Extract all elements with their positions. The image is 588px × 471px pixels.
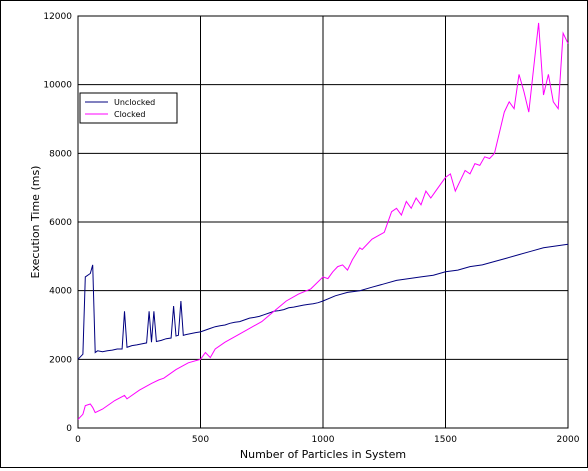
series-line-clocked — [77, 22, 569, 420]
y-tick-label: 0 — [66, 424, 72, 434]
series-lines — [77, 22, 569, 420]
y-tick-label: 2000 — [49, 355, 72, 365]
series-line-unclocked — [77, 243, 569, 360]
plot-area — [77, 15, 569, 429]
y-tick-label: 8000 — [49, 149, 72, 159]
x-tick-label: 0 — [75, 435, 81, 445]
legend-box — [79, 92, 178, 124]
y-tick-label: 6000 — [49, 218, 72, 228]
axis-ticks: 0 500 1000 1500 2000 0 2000 4000 6000 8000 10000 12… — [43, 12, 579, 445]
x-tick-label: 1500 — [434, 435, 457, 445]
legend-label: Clocked — [114, 110, 145, 119]
y-axis-label: Execution Time (ms) — [29, 166, 42, 279]
x-axis-label: Number of Particles in System — [240, 448, 406, 461]
y-tick-label: 10000 — [43, 81, 72, 91]
y-tick-label: 12000 — [43, 12, 72, 22]
legend: Unclocked Clocked — [79, 92, 178, 124]
grid-lines — [78, 16, 568, 428]
y-tick-label: 4000 — [49, 287, 72, 297]
x-tick-label: 1000 — [312, 435, 335, 445]
x-tick-label: 500 — [192, 435, 209, 445]
legend-label: Unclocked — [114, 98, 155, 107]
x-tick-label: 2000 — [557, 435, 580, 445]
